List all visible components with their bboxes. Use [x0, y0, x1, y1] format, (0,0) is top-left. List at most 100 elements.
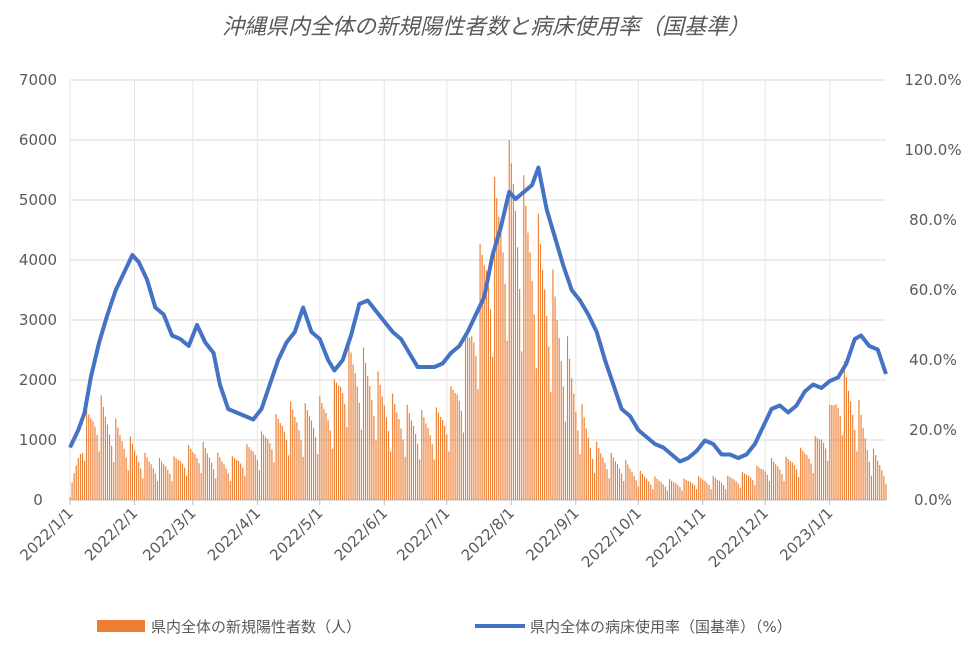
bar — [337, 385, 340, 500]
bar — [752, 480, 754, 500]
bar — [641, 473, 644, 500]
bar — [525, 205, 527, 500]
bar — [766, 474, 768, 500]
bar — [204, 447, 206, 500]
bar — [256, 460, 258, 500]
bar — [123, 448, 125, 500]
bar — [852, 414, 854, 500]
bar — [373, 416, 375, 500]
bar — [94, 426, 96, 500]
bar — [664, 486, 666, 500]
bar — [308, 416, 310, 500]
bar — [323, 408, 325, 500]
bar — [658, 480, 660, 500]
bar — [614, 461, 616, 500]
bar — [535, 367, 537, 500]
bar — [86, 410, 88, 500]
bar — [837, 408, 839, 500]
bar — [79, 454, 81, 500]
bar — [412, 425, 415, 500]
bar — [683, 478, 685, 500]
bar — [381, 396, 383, 500]
y-left-tick-label: 7000 — [19, 71, 57, 89]
bar — [319, 396, 321, 500]
bar — [273, 462, 275, 500]
bar — [344, 403, 346, 500]
bar — [560, 361, 562, 500]
bar — [108, 434, 111, 500]
bar — [496, 197, 498, 500]
bar — [223, 464, 225, 500]
bar — [169, 473, 171, 500]
chart-title: 沖縄県内全体の新規陽性者数と病床使用率（国基準） — [222, 15, 750, 40]
bar — [610, 452, 612, 500]
bar — [188, 445, 190, 500]
bar — [179, 460, 181, 500]
bar — [562, 386, 564, 500]
bar — [577, 430, 579, 500]
bar — [800, 447, 802, 500]
bar — [435, 407, 437, 500]
bar — [335, 382, 338, 500]
bar — [246, 444, 248, 500]
bar — [102, 406, 104, 500]
bar — [321, 403, 323, 500]
bar — [165, 466, 167, 500]
bar — [510, 163, 512, 500]
bar — [398, 419, 400, 500]
bar — [845, 376, 848, 500]
bar — [748, 475, 750, 500]
bar — [829, 404, 831, 500]
bar — [365, 362, 367, 500]
x-tick-label: 2022/5/1 — [266, 504, 326, 564]
bar — [419, 459, 421, 500]
bar — [706, 482, 708, 500]
bar — [718, 480, 721, 500]
bar — [467, 336, 469, 500]
bar — [569, 358, 571, 500]
bar — [329, 430, 331, 500]
bar — [687, 481, 689, 500]
legend-line-label: 県内全体の病床使用率（国基準）（%） — [530, 618, 792, 636]
bar — [136, 455, 138, 500]
bar — [556, 320, 558, 500]
bar — [504, 283, 506, 500]
y-left-tick-label: 6000 — [19, 131, 57, 149]
bar — [458, 400, 460, 500]
bar — [541, 269, 544, 500]
bar — [131, 444, 134, 500]
bar — [333, 379, 335, 500]
bar — [764, 471, 766, 500]
bar — [743, 473, 746, 500]
bar — [161, 461, 163, 500]
bar — [127, 470, 129, 500]
bar — [125, 457, 127, 500]
bar — [506, 340, 508, 500]
bar — [662, 484, 664, 500]
bar — [825, 448, 827, 500]
x-tick-label: 2022/12/1 — [705, 504, 772, 571]
bar — [475, 355, 477, 500]
bar — [571, 378, 573, 500]
bar — [158, 458, 161, 500]
bar — [96, 434, 98, 500]
bar — [73, 473, 75, 500]
bar — [625, 459, 627, 500]
bar — [850, 401, 852, 500]
bar — [866, 450, 868, 500]
bar — [275, 413, 277, 500]
y-left-tick-label: 3000 — [19, 311, 57, 329]
bar — [573, 393, 575, 500]
bar — [362, 347, 365, 500]
bar — [631, 471, 633, 500]
bar — [254, 454, 256, 500]
bar — [875, 455, 877, 500]
bar — [119, 435, 121, 500]
bar — [354, 373, 356, 500]
bar — [521, 351, 523, 500]
bar — [616, 464, 619, 500]
bar — [583, 417, 585, 500]
bar — [379, 384, 381, 500]
bar — [138, 461, 140, 500]
